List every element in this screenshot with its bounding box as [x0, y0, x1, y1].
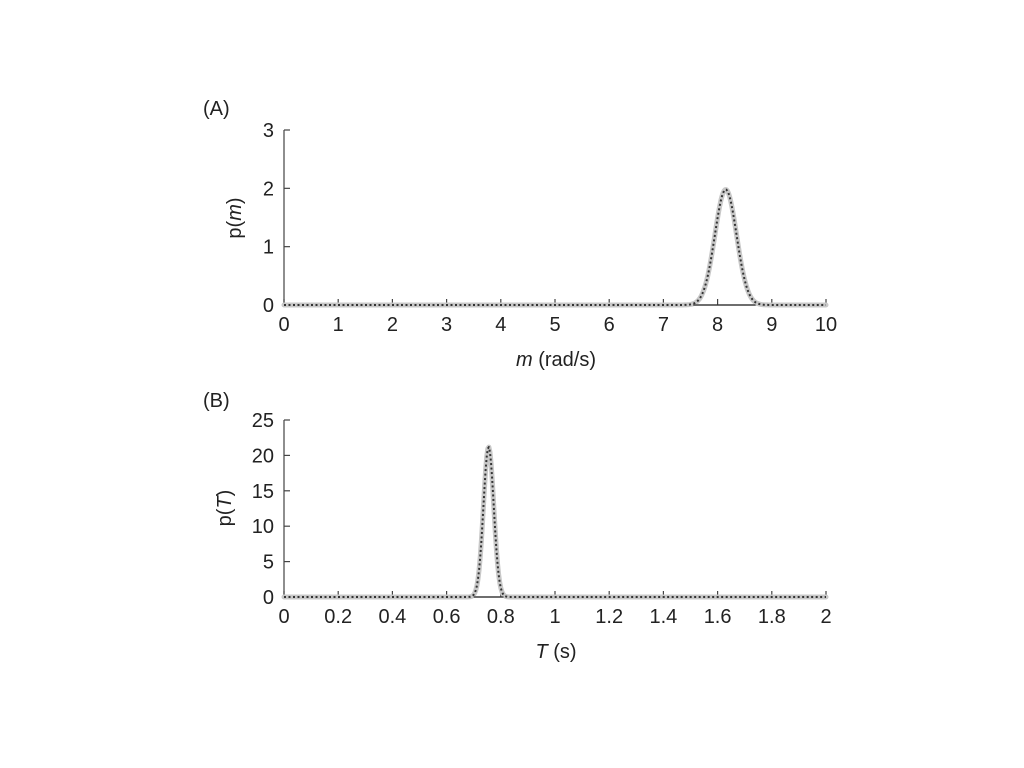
panel-b-density-dotted-line	[284, 446, 826, 598]
panel-a-label: (A)	[203, 98, 230, 120]
panel-b: (B) p(T) T (s) 0 0.2 0.4 0.6 0.8 1 1.2 1.4 1.6 1.…	[203, 390, 832, 663]
panel-b-x-tick-label: 0	[278, 606, 289, 628]
panel-a-y-tick-label: 1	[263, 237, 274, 259]
panel-a-x-tick-label: 5	[549, 314, 560, 336]
panel-b-xlabel: T (s)	[535, 641, 576, 663]
panel-a-density-band	[281, 187, 829, 308]
panel-a-y-ticks: 0 1 2 3	[263, 120, 290, 317]
panel-b-x-tick-label: 0.2	[324, 606, 352, 628]
panel-a-y-tick-label: 2	[263, 178, 274, 200]
panel-a-density-dotted-line	[284, 188, 826, 306]
panel-b-x-tick-label: 0.8	[487, 606, 515, 628]
panel-b-x-ticks: 0 0.2 0.4 0.6 0.8 1 1.2 1.4 1.6 1.8 2	[278, 591, 832, 628]
panel-a-y-tick-label: 3	[263, 120, 274, 142]
panel-a-x-tick-label: 10	[815, 314, 837, 336]
panel-a-x-tick-label: 4	[495, 314, 506, 336]
panel-b-y-tick-label: 15	[252, 481, 274, 503]
panel-a-y-tick-label: 0	[263, 295, 274, 317]
panel-a-x-tick-label: 3	[441, 314, 452, 336]
panel-b-y-tick-label: 10	[252, 516, 274, 538]
panel-a-plot-area	[281, 130, 829, 308]
panel-a-x-tick-label: 2	[387, 314, 398, 336]
panel-b-y-tick-label: 0	[263, 587, 274, 609]
panel-b-x-tick-label: 1	[549, 606, 560, 628]
panel-a-xlabel: m (rad/s)	[516, 349, 596, 371]
panel-b-plot-area	[281, 420, 829, 600]
panel-b-ylabel: p(T)	[214, 490, 236, 527]
panel-a-x-tick-label: 1	[333, 314, 344, 336]
panel-b-x-tick-label: 1.8	[758, 606, 786, 628]
panel-b-density-band	[281, 444, 829, 600]
panel-b-x-tick-label: 2	[820, 606, 831, 628]
panel-b-x-tick-label: 1.6	[704, 606, 732, 628]
panel-b-x-tick-label: 0.4	[378, 606, 406, 628]
panel-a-x-tick-label: 0	[278, 314, 289, 336]
panel-a-x-tick-label: 7	[658, 314, 669, 336]
panel-a: (A) p(m) m (rad/s) 0 1 2 3 4 5 6 7 8 9 10 0 1 2 3	[203, 98, 837, 371]
panel-b-y-tick-label: 20	[252, 445, 274, 467]
panel-b-x-tick-label: 1.4	[649, 606, 677, 628]
panel-b-x-tick-label: 1.2	[595, 606, 623, 628]
panel-a-ylabel: p(m)	[224, 197, 246, 238]
panel-a-x-ticks: 0 1 2 3 4 5 6 7 8 9 10	[278, 299, 837, 336]
panel-b-y-tick-label: 25	[252, 410, 274, 432]
panel-b-y-ticks: 0 5 10 15 20 25	[252, 410, 290, 609]
panel-a-x-tick-label: 8	[712, 314, 723, 336]
panel-a-x-tick-label: 6	[604, 314, 615, 336]
panel-b-x-tick-label: 0.6	[433, 606, 461, 628]
panel-a-x-tick-label: 9	[766, 314, 777, 336]
panel-b-label: (B)	[203, 390, 230, 412]
panel-b-y-tick-label: 5	[263, 552, 274, 574]
